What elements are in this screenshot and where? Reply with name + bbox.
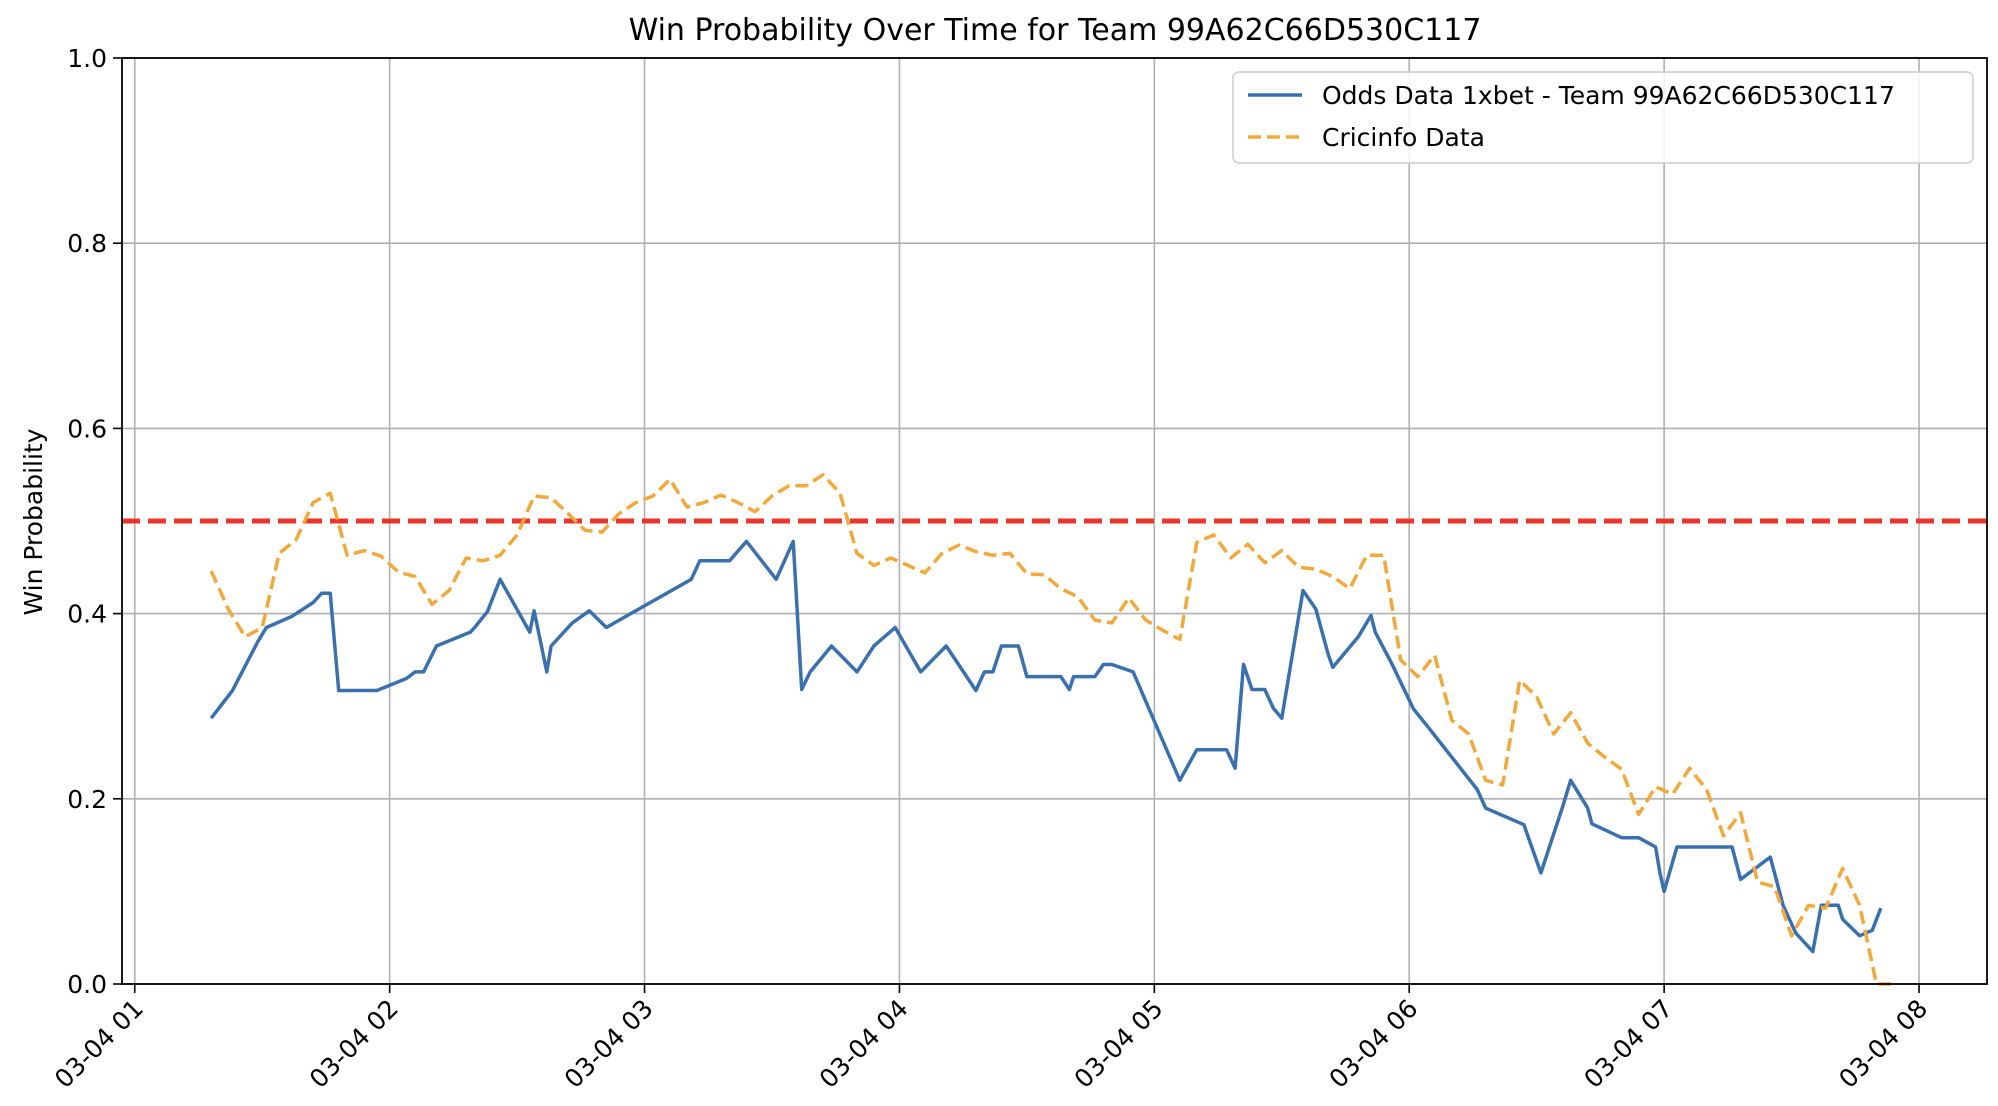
- y-tick-label: 0.4: [67, 600, 107, 629]
- legend-box: [1232, 71, 1974, 164]
- x-tick-label: 03-04 03: [559, 994, 659, 1094]
- x-tick-label: 03-04 07: [1578, 994, 1678, 1094]
- y-tick-label: 0.0: [67, 970, 107, 999]
- y-tick-label: 0.2: [67, 785, 107, 814]
- x-tick-label: 03-04 01: [49, 994, 149, 1094]
- x-axis-ticks: 03-04 01 03-04 02 03-04 03 03-04 04 03-04 05…: [49, 984, 1933, 1094]
- y-axis-ticks: 0.0 0.2 0.4 0.6 0.8 1.0: [67, 44, 122, 999]
- legend-label-odds: Odds Data 1xbet - Team 99A62C66D530C117: [1322, 81, 1895, 110]
- legend[interactable]: Odds Data 1xbet - Team 99A62C66D530C117 …: [1232, 71, 1974, 164]
- y-tick-label: 0.8: [67, 229, 107, 258]
- chart-title: Win Probability Over Time for Team 99A62…: [629, 13, 1482, 48]
- x-tick-label: 03-04 02: [304, 994, 404, 1094]
- y-tick-label: 1.0: [67, 44, 107, 73]
- series-layer: [209, 472, 1894, 986]
- series-line-cricinfo: [209, 472, 1894, 986]
- plot-area-frame: [121, 57, 1988, 985]
- series-line-odds: [209, 539, 1883, 954]
- grid-lines: [122, 57, 1987, 985]
- y-axis-label: Win Probability: [19, 428, 48, 615]
- x-tick-label: 03-04 06: [1323, 994, 1423, 1094]
- axes-frame: [121, 57, 1988, 985]
- x-tick-label: 03-04 04: [814, 994, 914, 1094]
- x-tick-label: 03-04 05: [1069, 994, 1169, 1094]
- legend-label-cricinfo: Cricinfo Data: [1322, 123, 1485, 152]
- y-tick-label: 0.6: [67, 414, 107, 443]
- x-tick-label: 03-04 08: [1833, 994, 1933, 1094]
